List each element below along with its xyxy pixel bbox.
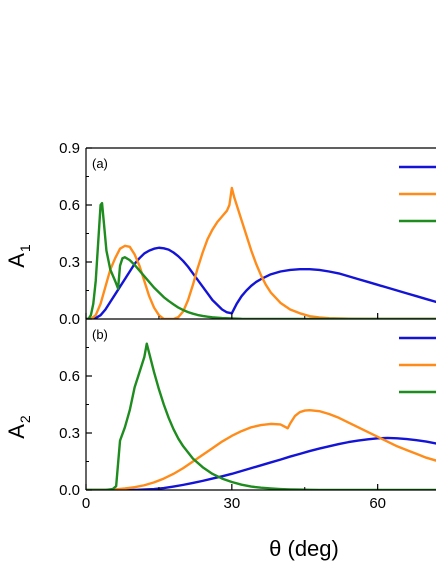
panel-a-legend bbox=[399, 165, 436, 223]
panel-b-y-ticks: 0.0 0.3 0.6 bbox=[59, 347, 92, 499]
panel-b-label: (b) bbox=[92, 327, 108, 342]
panel-b-ylabel-main: A bbox=[4, 424, 29, 439]
panel-a-series-2-line bbox=[86, 186, 436, 319]
x-tick-label-2: 60 bbox=[369, 495, 386, 512]
x-axis-title: θ (deg) bbox=[269, 536, 339, 561]
panel-a: 0.0 0.3 0.6 0.9 (a) A1 bbox=[4, 140, 436, 328]
x-tick-label-1: 30 bbox=[223, 495, 240, 512]
panel-b-y-tick-label-0: 0.0 bbox=[59, 482, 80, 499]
panel-b-series-1-line bbox=[86, 436, 436, 490]
panel-a-y-tick-label-3: 0.9 bbox=[59, 140, 80, 157]
panel-b-legend bbox=[399, 336, 436, 394]
panel-a-ylabel-main: A bbox=[4, 253, 29, 268]
panel-b-series-2-line bbox=[86, 409, 436, 490]
panel-a-series-3-line bbox=[86, 201, 436, 319]
panel-a-y-tick-label-1: 0.3 bbox=[59, 254, 80, 271]
panel-b-series-group bbox=[86, 342, 436, 490]
panel-a-y-ticks: 0.0 0.3 0.6 0.9 bbox=[59, 140, 92, 328]
panel-b-series-3-line bbox=[86, 342, 436, 490]
panel-b-y-tick-label-1: 0.3 bbox=[59, 425, 80, 442]
panel-a-series-1-line bbox=[86, 246, 436, 319]
panel-b-ylabel-sub: 2 bbox=[17, 415, 33, 423]
panel-a-ylabel-sub: 1 bbox=[17, 244, 33, 252]
panel-a-y-tick-label-2: 0.6 bbox=[59, 197, 80, 214]
panel-a-y-axis-title: A1 bbox=[4, 244, 33, 268]
panel-a-y-tick-label-0: 0.0 bbox=[59, 311, 80, 328]
panel-a-series-group bbox=[86, 186, 436, 319]
panel-b-y-tick-label-2: 0.6 bbox=[59, 368, 80, 385]
panel-a-label: (a) bbox=[92, 156, 108, 171]
panel-b: 0.0 0.3 0.6 0 30 60 (b) A2 θ (deg) bbox=[4, 318, 436, 561]
x-tick-label-0: 0 bbox=[82, 495, 90, 512]
panel-b-x-ticks: 0 30 60 bbox=[82, 484, 386, 512]
panel-b-y-axis-title: A2 bbox=[4, 415, 33, 439]
